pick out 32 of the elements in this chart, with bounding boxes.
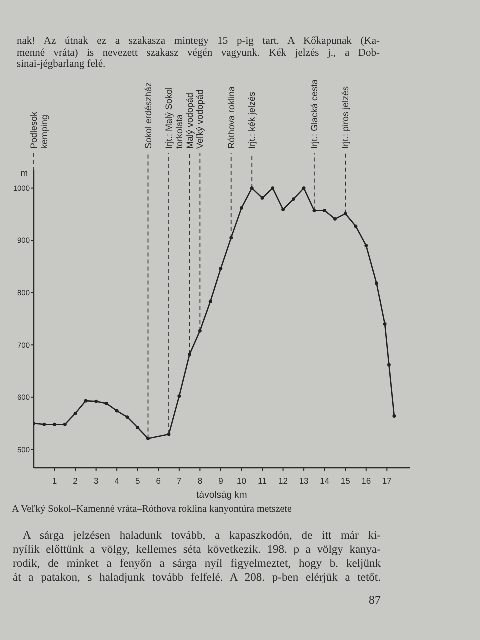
x-tick-label: 8 [198, 476, 203, 486]
text: nak! Az útnak ez a szakasza mintegy 15 p-ig tart. A Kőkapunak (Ka- menné vráta) is nevezett szakasz végén vagyunk. Kék jelzés j., a Dob- sinai-jégbarlang felé. [17, 36, 380, 70]
x-axis-title: távolság km [196, 490, 248, 501]
x-tick-label: 7 [177, 476, 182, 486]
x-tick-label: 4 [114, 476, 120, 486]
x-tick-label: 11 [258, 476, 268, 486]
x-tick-label: 17 [382, 476, 392, 486]
ref-line-label: Irjt.: piros jelzés [340, 86, 351, 149]
x-tick-label: 16 [362, 476, 372, 486]
ref-line-label: Irjt.: kék jelzés [247, 91, 258, 149]
ref-line-label: Irjt.: Glacká cesta [309, 79, 320, 149]
text: 87 [368, 593, 381, 607]
x-tick-label: 13 [299, 476, 310, 486]
x-tick-label: 15 [340, 476, 351, 486]
text: A sárga jelzésen haladunk tovább, a kapaszkodón, de itt már ki- nyílik előttünk a völgy, kellemes séta következik. 198. p a völgy kanya- rodik, de minket a fenyőn a sárga nyíl figyelmeztet, hogy b. keljünk át a patakon, s haladjunk tovább felfelé. A 208. p-ben elérjük a tetőt. [13, 529, 381, 585]
ref-line-label: Róthova roklina [226, 86, 236, 149]
y-axis-title: m [20, 168, 28, 178]
ref-line-label: Irjt.: Malý Sokol torkolata [164, 87, 184, 149]
x-tick-label: 5 [136, 476, 140, 486]
x-tick-label: 9 [218, 476, 224, 486]
x-tick-label: 3 [94, 476, 99, 486]
x-tick-label: 14 [320, 476, 330, 486]
x-tick-label: 2 [73, 476, 78, 486]
x-tick-label: 1 [52, 476, 58, 486]
x-tick-label: 6 [156, 476, 162, 486]
ref-line-label: Veľký vodopád [195, 90, 206, 149]
text: A Veľký Sokol–Kamenné vráta–Róthova roklina kanyontúra metszete [12, 504, 293, 516]
x-tick-label: 12 [278, 476, 288, 486]
x-tick-label: 10 [237, 476, 247, 486]
ref-line-label: Malý vodopád [184, 92, 195, 149]
ref-line-label: Sokol erdészház [143, 82, 154, 149]
ref-line-label: Podlesok kemping [29, 111, 50, 149]
